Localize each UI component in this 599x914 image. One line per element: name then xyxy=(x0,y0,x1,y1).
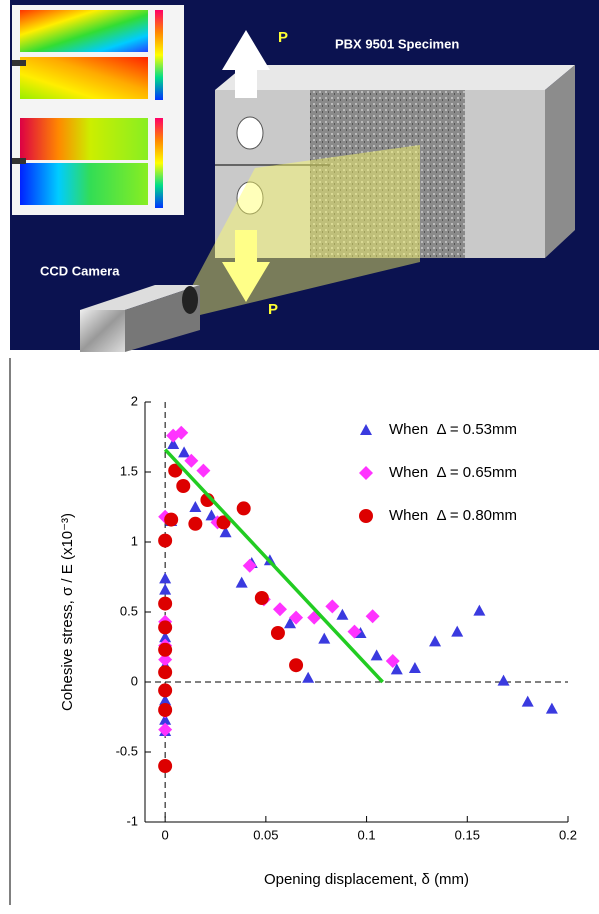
triangle-marker xyxy=(451,626,463,637)
diamond-marker xyxy=(196,464,210,478)
y-tick-label: 2 xyxy=(131,393,138,408)
triangle-marker xyxy=(302,672,314,683)
contour-maps xyxy=(12,5,184,215)
triangle-marker xyxy=(522,696,534,707)
specimen-label: PBX 9501 Specimen xyxy=(335,36,459,51)
triangle-marker xyxy=(159,584,171,595)
circle-marker xyxy=(158,643,172,657)
triangle-marker xyxy=(473,605,485,616)
circle-marker xyxy=(158,665,172,679)
legend-label: When Δ = 0.65mm xyxy=(389,464,517,481)
y-axis-label: Cohesive stress, σ / E (x10⁻³) xyxy=(59,513,76,711)
circle-marker xyxy=(158,534,172,548)
figure: P PBX 9501 Specimen CCD Camera P -1 -0.5 0… xyxy=(0,0,599,914)
triangle-marker xyxy=(178,446,190,457)
legend-label: When Δ = 0.53mm xyxy=(389,421,517,438)
triangle-marker xyxy=(429,635,441,646)
circle-marker xyxy=(289,658,303,672)
circle-marker xyxy=(255,591,269,605)
diamond-marker xyxy=(273,602,287,616)
diamond-marker xyxy=(325,599,339,613)
triangle-marker xyxy=(336,609,348,620)
triangle-marker xyxy=(159,572,171,583)
x-tick-label: 0.1 xyxy=(358,827,376,842)
triangle-marker xyxy=(236,577,248,588)
circle-marker xyxy=(158,759,172,773)
legend-marker xyxy=(359,466,373,480)
fit-line xyxy=(165,450,383,682)
circle-marker xyxy=(164,513,178,527)
load-label: P xyxy=(278,29,288,46)
camera-label: CCD Camera xyxy=(40,263,120,278)
circle-marker xyxy=(158,620,172,634)
load-label: P xyxy=(268,301,278,318)
triangle-marker xyxy=(498,675,510,686)
triangle-marker xyxy=(371,649,383,660)
chart: -1 -0.5 0 0.5 1 1.5 2 0 0.05 0.1 0.15 0.2 Opening di… xyxy=(59,393,577,888)
pin-hole xyxy=(237,117,263,149)
triangle-marker xyxy=(546,703,558,714)
x-tick-label: 0.2 xyxy=(559,827,577,842)
circle-marker xyxy=(237,501,251,515)
y-tick-label: 1.5 xyxy=(120,463,138,478)
y-tick-label: -0.5 xyxy=(116,743,138,758)
triangle-marker xyxy=(318,633,330,644)
circle-marker xyxy=(176,479,190,493)
circle-marker xyxy=(158,597,172,611)
x-tick-label: 0 xyxy=(162,827,169,842)
y-tick-label: 0 xyxy=(131,673,138,688)
legend-marker xyxy=(360,424,372,435)
x-tick-label: 0.15 xyxy=(455,827,480,842)
legend-marker xyxy=(359,509,373,523)
circle-marker xyxy=(188,517,202,531)
x-axis-label: Opening displacement, δ (mm) xyxy=(264,871,469,888)
triangle-marker xyxy=(189,501,201,512)
specimen-side xyxy=(545,65,575,258)
y-tick-label: 0.5 xyxy=(120,603,138,618)
illustration: P PBX 9501 Specimen CCD Camera P xyxy=(10,0,599,352)
circle-marker xyxy=(158,703,172,717)
y-tick-label: -1 xyxy=(126,813,138,828)
legend-label: When Δ = 0.80mm xyxy=(389,507,517,524)
x-tick-label: 0.05 xyxy=(253,827,278,842)
diamond-marker xyxy=(366,609,380,623)
y-tick-label: 1 xyxy=(131,533,138,548)
triangle-marker xyxy=(409,662,421,673)
circle-marker xyxy=(271,626,285,640)
diamond-marker xyxy=(243,559,257,573)
circle-marker xyxy=(158,683,172,697)
page: P PBX 9501 Specimen CCD Camera P -1 -0.5 0… xyxy=(0,0,599,914)
